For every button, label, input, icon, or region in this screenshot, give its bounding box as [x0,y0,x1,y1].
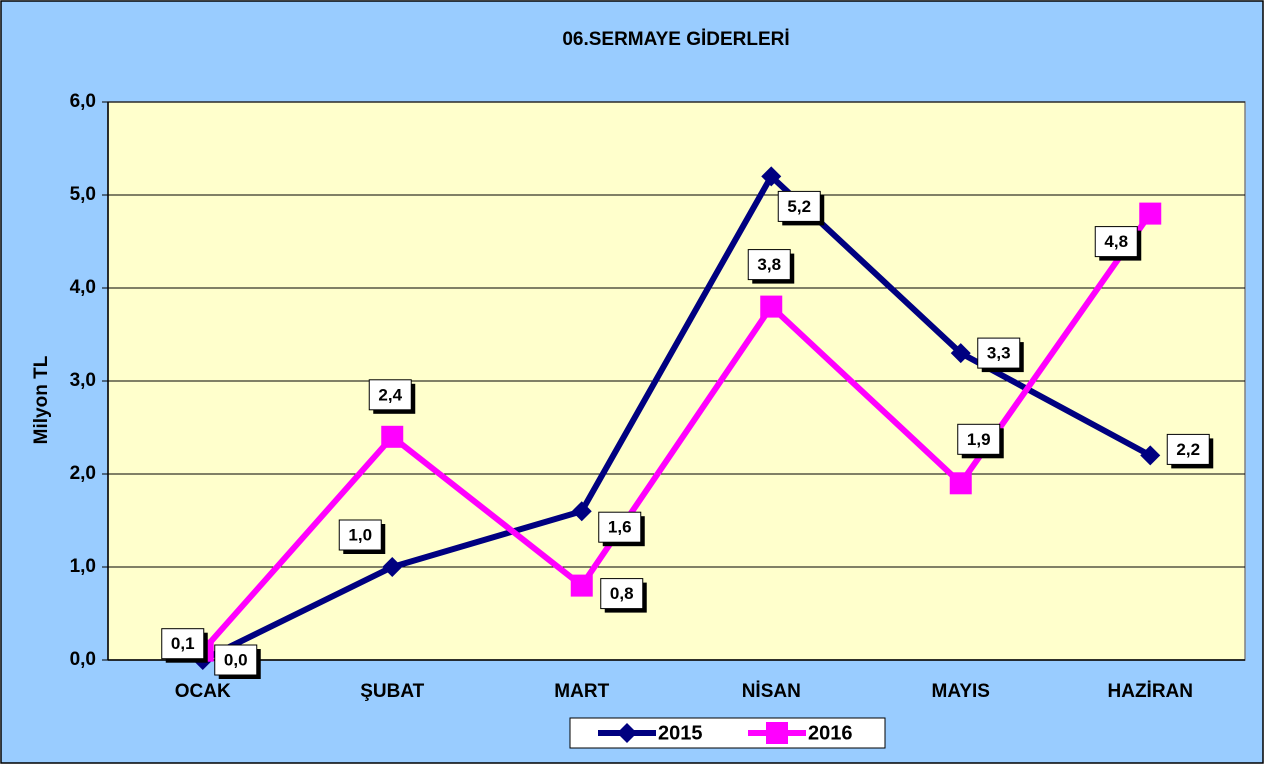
legend-marker [766,722,788,744]
marker [382,557,403,577]
y-tick-label: 3,0 [70,370,96,391]
label-box [777,190,821,222]
label-box [600,578,644,610]
x-tick-label: MART [554,681,609,702]
y-tick-label: 4,0 [70,277,96,298]
x-tick-label: ŞUBAT [360,681,424,702]
data-label: 0,0 [224,650,248,669]
x-tick-label: MAYIS [932,681,990,702]
data-label: 4,8 [1104,232,1128,251]
marker [570,574,593,597]
marker [1140,445,1161,466]
label-box [1094,226,1138,258]
legend-label: 2015 [658,722,703,744]
label-box [161,628,205,660]
label-box [214,644,258,676]
label-box [368,379,412,411]
label-box [957,423,1001,455]
x-tick-label: NİSAN [742,681,801,702]
label-box [1166,433,1210,465]
data-label: 0,1 [171,634,195,653]
marker [950,343,971,364]
label-box [598,511,642,543]
y-tick-label: 5,0 [70,184,96,205]
y-tick-label: 6,0 [70,91,96,112]
y-tick-label: 1,0 [70,556,96,577]
data-label: 2,2 [1176,440,1200,459]
data-label: 1,9 [967,430,991,449]
label-box [747,249,791,281]
y-tick-label: 2,0 [70,463,96,484]
data-label: 3,8 [757,255,781,274]
marker [571,501,592,522]
data-label: 5,2 [787,197,811,216]
data-label: 3,3 [987,344,1011,363]
data-label: 1,6 [608,518,632,537]
data-label: 0,8 [610,584,634,603]
marker [1139,202,1162,225]
chart-title: 06.SERMAYE GİDERLERİ [562,29,789,50]
label-box [338,519,382,551]
x-tick-label: HAZİRAN [1108,681,1194,702]
data-label: 2,4 [378,385,402,404]
y-axis-label: Milyon TL [31,355,52,444]
marker [381,425,404,448]
x-tick-label: OCAK [175,681,231,702]
y-tick-label: 0,0 [70,649,96,670]
legend-marker [617,723,637,743]
marker [949,472,972,495]
marker [761,166,782,187]
label-box [977,337,1021,369]
marker [760,295,783,318]
legend-label: 2016 [808,722,853,744]
data-label: 1,0 [348,525,372,544]
